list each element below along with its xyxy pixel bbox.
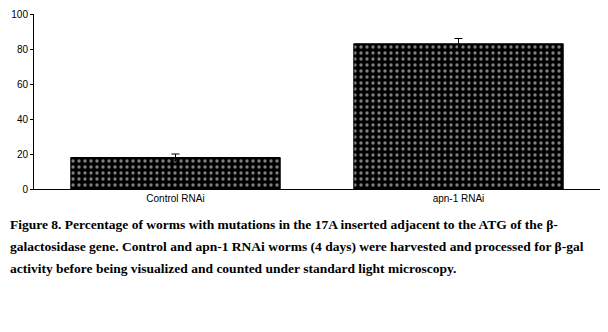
svg-text:100: 100 [11,9,28,20]
svg-text:60: 60 [17,79,29,90]
svg-text:apn-1 RNAi: apn-1 RNAi [433,193,485,204]
svg-text:40: 40 [17,114,29,125]
svg-text:0: 0 [22,184,28,195]
svg-text:80: 80 [17,44,29,55]
svg-text:Control RNAi: Control RNAi [146,193,204,204]
html-text:Figure 8. Percentage of worms: Figure 8. Percentage of worms with mutat… [10,217,584,276]
svg-text:20: 20 [17,149,29,160]
